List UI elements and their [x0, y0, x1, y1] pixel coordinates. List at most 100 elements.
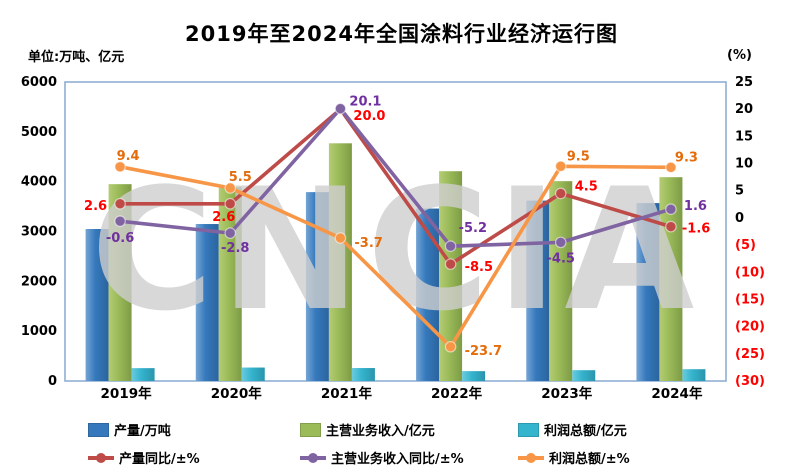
legend-swatch-production [88, 422, 109, 437]
data-label: -4.5 [547, 251, 575, 266]
right-axis-tick: 15 [735, 129, 753, 144]
data-label: 2.6 [84, 199, 107, 214]
plot-border [64, 81, 727, 382]
right-axis-tick: 10 [735, 157, 753, 172]
right-axis-tick: 25 [735, 75, 753, 90]
data-label: 2.6 [212, 210, 235, 225]
data-label: -2.8 [221, 241, 249, 256]
x-axis-label: 2023年 [541, 385, 593, 402]
x-axis-label: 2021年 [321, 385, 373, 402]
right-axis-tick: (15) [735, 292, 765, 307]
legend-line-marker-profit-yoy [518, 452, 544, 464]
bar-0-2019年 [85, 229, 109, 381]
bar-1-2022年 [439, 171, 463, 381]
bar-0-2020年 [195, 224, 219, 381]
right-axis-tick: (10) [735, 265, 765, 280]
point-2022年 [444, 258, 457, 270]
line-产量同比/±% [120, 107, 672, 266]
point-2019年 [114, 161, 126, 173]
bar-1-2023年 [549, 181, 573, 381]
bar-1-2024年 [659, 177, 683, 381]
right-axis-tick: (5) [735, 238, 756, 253]
point-2022年 [444, 340, 457, 353]
watermark: CNCIA [91, 152, 701, 348]
legend-label-revenue: 主营业务收入/亿元 [326, 424, 435, 439]
point-2024年 [665, 161, 677, 174]
right-axis-tick: 5 [735, 184, 744, 199]
right-axis-tick: (30) [735, 374, 765, 389]
point-2019年 [114, 197, 126, 210]
left-axis-unit-label: 单位:万吨、亿元 [28, 50, 125, 65]
data-label: -3.7 [354, 236, 382, 251]
x-axis-label: 2022年 [431, 385, 483, 402]
x-axis-label: 2024年 [651, 385, 703, 402]
bar-1-2021年 [328, 143, 352, 381]
data-label: 1.6 [684, 199, 707, 214]
bar-2-2023年 [572, 370, 596, 381]
bar-0-2024年 [636, 203, 660, 381]
legend-item-production: 产量/万吨 [88, 420, 300, 439]
legend-label-production-yoy: 产量同比/±% [119, 452, 200, 467]
bar-2-2024年 [682, 369, 706, 381]
legend-line-marker-revenue-yoy [300, 452, 326, 464]
bar-2-2022年 [462, 371, 486, 381]
point-2024年 [665, 220, 677, 233]
right-axis-unit-label: (%) [727, 48, 752, 63]
chart-title: 2019年至2024年全国涂料行业经济运行图 [185, 22, 618, 46]
legend-item-revenue: 主营业务收入/亿元 [300, 420, 518, 439]
point-2020年 [224, 227, 237, 239]
point-2023年 [554, 187, 567, 200]
point-2023年 [554, 160, 567, 173]
point-2021年 [334, 102, 347, 115]
data-label: 9.5 [567, 149, 590, 164]
legend-label-production: 产量/万吨 [114, 424, 171, 439]
point-2020年 [224, 182, 237, 194]
bar-0-2021年 [305, 192, 329, 381]
point-2024年 [665, 203, 677, 216]
legend-label-revenue-yoy: 主营业务收入同比/±% [331, 452, 464, 467]
data-label: 4.5 [575, 179, 598, 194]
legend-label-profit: 利润总额/亿元 [544, 424, 627, 439]
left-axis-tick: 6000 [21, 75, 57, 90]
legend-item-production-yoy: 产量同比/±% [88, 448, 300, 467]
x-axis-label: 2020年 [211, 385, 263, 402]
left-axis-tick: 1000 [21, 324, 57, 339]
left-axis-tick: 3000 [21, 225, 57, 240]
x-axis-label: 2019年 [101, 385, 153, 402]
left-axis-tick: 0 [48, 374, 57, 389]
right-axis-tick: (25) [735, 347, 765, 362]
right-axis-tick: 0 [735, 211, 744, 226]
data-label: 5.5 [229, 170, 252, 185]
data-label: -5.2 [459, 221, 487, 236]
data-label: 9.4 [117, 149, 140, 164]
point-2020年 [224, 197, 237, 210]
left-axis-tick: 5000 [21, 125, 57, 140]
data-label: 20.1 [349, 95, 381, 110]
line-主营业务收入同比/±% [119, 106, 672, 248]
point-2023年 [554, 236, 567, 249]
point-2019年 [114, 215, 126, 227]
point-2021年 [334, 232, 347, 244]
data-label: 20.0 [353, 109, 385, 124]
data-label: -23.7 [465, 344, 502, 359]
bar-1-2019年 [108, 184, 132, 381]
point-2022年 [444, 240, 457, 252]
bar-1-2020年 [218, 187, 242, 381]
data-label: -0.6 [106, 231, 134, 246]
bar-2-2019年 [131, 368, 155, 381]
left-axis-tick: 2000 [21, 274, 57, 289]
right-axis-tick: 20 [735, 102, 753, 117]
legend-item-revenue-yoy: 主营业务收入同比/±% [300, 448, 518, 467]
right-axis-tick: (20) [735, 320, 765, 335]
legend-swatch-profit [518, 422, 539, 437]
legend-item-profit-yoy: 利润总额/±% [518, 448, 728, 467]
bar-2-2020年 [241, 367, 265, 381]
legend-swatch-revenue [300, 422, 321, 437]
chart-legend: 产量/万吨 主营业务收入/亿元 利润总额/亿元 产量同比/±% 主营业务收入同比… [88, 420, 728, 467]
data-label: 9.3 [675, 150, 698, 165]
data-label: -1.6 [682, 222, 710, 237]
line-利润总额/±% [119, 164, 671, 349]
legend-label-profit-yoy: 利润总额/±% [549, 452, 630, 467]
